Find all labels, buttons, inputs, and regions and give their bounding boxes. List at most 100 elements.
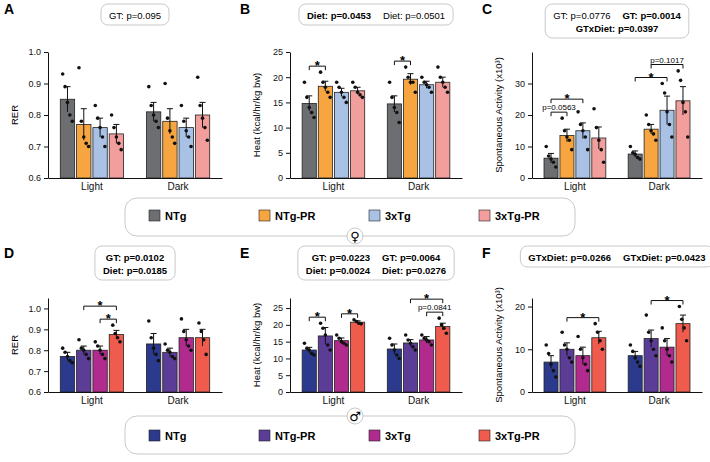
data-point xyxy=(84,142,88,146)
y-axis: 0510152025 xyxy=(273,299,291,398)
y-tick: 0.7 xyxy=(28,366,48,376)
y-tick: 20 xyxy=(273,320,290,330)
data-point xyxy=(629,343,633,347)
data-point xyxy=(560,330,564,334)
data-point xyxy=(654,354,658,358)
bar xyxy=(436,327,450,392)
y-tick: 0 xyxy=(278,387,290,397)
y-tick: 0.8 xyxy=(28,346,48,356)
data-point xyxy=(98,126,102,130)
data-point xyxy=(342,96,346,100)
legend-label: 3xTg xyxy=(385,210,411,222)
y-tick-mark xyxy=(44,52,48,53)
bar xyxy=(302,103,316,178)
legend-label: NTg-PR xyxy=(275,210,315,222)
data-point xyxy=(111,323,115,327)
x-axis: LightDark xyxy=(291,179,463,193)
data-point xyxy=(182,120,186,124)
y-tick-mark xyxy=(44,392,48,393)
data-point xyxy=(547,154,551,158)
bar xyxy=(318,336,332,392)
data-point xyxy=(660,82,664,86)
plot-area xyxy=(60,66,209,178)
data-point xyxy=(663,91,667,95)
y-tick-label: 10 xyxy=(515,142,525,152)
plot-area xyxy=(544,305,690,392)
data-point xyxy=(602,160,606,164)
y-tick-mark xyxy=(528,349,532,350)
data-point xyxy=(547,352,551,356)
y-tick-mark xyxy=(286,178,290,179)
data-point xyxy=(112,126,116,130)
data-point xyxy=(563,129,567,133)
plot-area xyxy=(544,69,690,178)
data-point xyxy=(549,157,553,161)
data-point xyxy=(324,85,328,89)
x-tick-label: Light xyxy=(81,395,103,406)
data-point xyxy=(328,96,332,100)
bar xyxy=(403,79,417,178)
y-tick-mark xyxy=(44,147,48,148)
y-axis-title: Heat (kcal/hr/kg bw) xyxy=(251,303,262,387)
bar xyxy=(403,343,417,392)
y-tick-mark xyxy=(286,128,290,129)
data-point xyxy=(353,85,357,89)
x-axis: LightDark xyxy=(49,179,223,193)
data-point xyxy=(117,142,121,146)
data-point xyxy=(597,138,601,142)
data-point xyxy=(593,322,597,326)
legend-symbol-frame xyxy=(347,228,363,244)
data-point xyxy=(393,348,397,352)
data-point xyxy=(61,346,65,350)
data-point xyxy=(631,350,635,354)
error-bar xyxy=(64,87,70,112)
data-point xyxy=(563,343,567,347)
y-tick: 15 xyxy=(273,98,290,108)
data-point xyxy=(303,80,307,84)
data-point xyxy=(404,333,408,337)
data-point xyxy=(101,135,105,139)
data-point xyxy=(187,135,191,139)
legend-swatch xyxy=(149,430,160,441)
data-point xyxy=(439,75,443,79)
y-tick: 0 xyxy=(520,173,532,183)
data-point xyxy=(206,138,210,142)
y-tick: 5 xyxy=(278,148,290,158)
data-point xyxy=(101,353,105,357)
data-point xyxy=(586,148,590,152)
data-point xyxy=(670,135,674,139)
error-bar xyxy=(113,330,119,338)
data-point xyxy=(397,121,401,125)
data-point xyxy=(647,330,651,334)
y-tick: 15 xyxy=(273,337,290,347)
data-point xyxy=(579,123,583,127)
bar xyxy=(318,86,332,178)
data-point xyxy=(411,80,415,84)
legend-label: NTg xyxy=(165,210,186,222)
data-point xyxy=(445,331,449,335)
y-tick-label: 20 xyxy=(515,110,525,120)
y-tick-mark xyxy=(44,329,48,330)
panel-letter: C xyxy=(482,1,492,17)
data-point xyxy=(442,326,446,330)
data-point xyxy=(147,85,151,89)
y-tick-label: 0.8 xyxy=(28,110,41,120)
y-axis: 0.60.70.80.91.0 xyxy=(28,47,48,183)
data-point xyxy=(201,116,205,120)
significance-label: * xyxy=(347,306,353,321)
legend: NTgNTg-PR3xTg3xTg-PR♂ xyxy=(125,408,575,454)
data-point xyxy=(110,113,114,117)
y-axis-line xyxy=(48,53,49,179)
y-tick: 20 xyxy=(515,302,532,312)
y-axis-title: Spontaneous Activity (x10³) xyxy=(493,287,504,403)
data-point xyxy=(440,323,444,327)
data-point xyxy=(189,145,193,149)
y-tick: 25 xyxy=(273,303,290,313)
x-tick: Dark xyxy=(649,181,671,192)
data-point xyxy=(595,126,599,130)
legend-symbol: ♂ xyxy=(349,409,361,424)
data-point xyxy=(406,338,410,342)
data-point xyxy=(202,338,206,342)
data-point xyxy=(63,351,67,355)
y-tick-mark xyxy=(44,84,48,85)
